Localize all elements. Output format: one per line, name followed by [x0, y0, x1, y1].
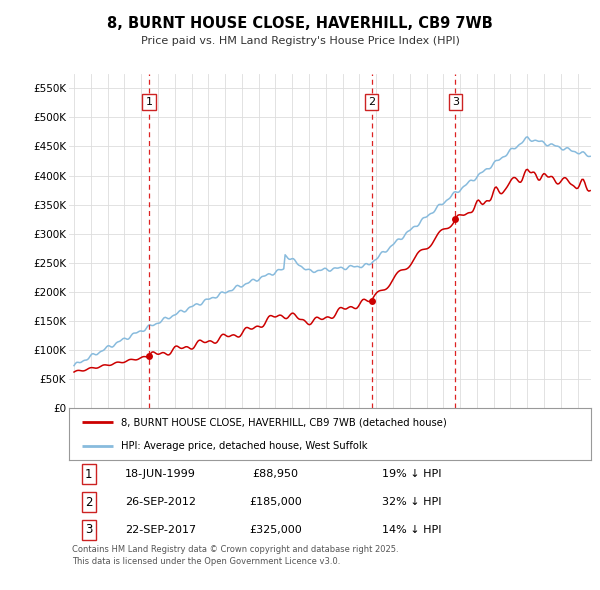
- Text: 18-JUN-1999: 18-JUN-1999: [125, 469, 196, 479]
- Text: 2: 2: [85, 496, 92, 509]
- Text: 26-SEP-2012: 26-SEP-2012: [125, 497, 196, 507]
- Text: 3: 3: [85, 523, 92, 536]
- Text: HPI: Average price, detached house, West Suffolk: HPI: Average price, detached house, West…: [121, 441, 368, 451]
- Text: 19% ↓ HPI: 19% ↓ HPI: [382, 469, 442, 479]
- Text: 8, BURNT HOUSE CLOSE, HAVERHILL, CB9 7WB (detached house): 8, BURNT HOUSE CLOSE, HAVERHILL, CB9 7WB…: [121, 417, 447, 427]
- Text: 2: 2: [368, 97, 375, 107]
- Text: £185,000: £185,000: [249, 497, 302, 507]
- Text: 32% ↓ HPI: 32% ↓ HPI: [382, 497, 442, 507]
- Text: 1: 1: [85, 468, 92, 481]
- Text: Price paid vs. HM Land Registry's House Price Index (HPI): Price paid vs. HM Land Registry's House …: [140, 37, 460, 46]
- Text: Contains HM Land Registry data © Crown copyright and database right 2025.
This d: Contains HM Land Registry data © Crown c…: [71, 546, 398, 566]
- Text: 8, BURNT HOUSE CLOSE, HAVERHILL, CB9 7WB: 8, BURNT HOUSE CLOSE, HAVERHILL, CB9 7WB: [107, 16, 493, 31]
- Text: 1: 1: [145, 97, 152, 107]
- Text: £88,950: £88,950: [252, 469, 298, 479]
- Text: £325,000: £325,000: [249, 525, 302, 535]
- Text: 3: 3: [452, 97, 459, 107]
- Text: 22-SEP-2017: 22-SEP-2017: [125, 525, 196, 535]
- Text: 14% ↓ HPI: 14% ↓ HPI: [382, 525, 442, 535]
